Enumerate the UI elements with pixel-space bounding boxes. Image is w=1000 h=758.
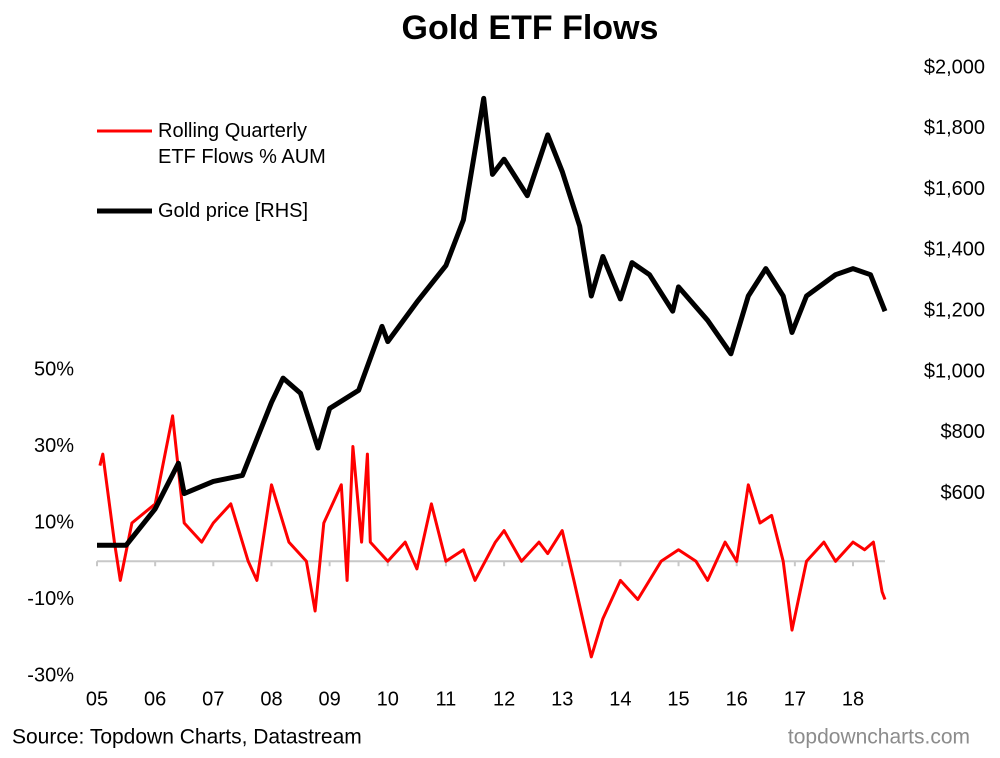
y2-tick-label: $800: [941, 421, 986, 443]
x-tick-label: 13: [551, 688, 573, 710]
chart-title: Gold ETF Flows: [402, 9, 659, 47]
y2-tick-label: $2,000: [924, 56, 985, 78]
x-tick-label: 11: [436, 688, 457, 710]
series-line: [98, 414, 887, 659]
x-tick-label: 16: [726, 688, 748, 710]
y-tick-label: 10%: [34, 511, 74, 533]
source: Source: Topdown Charts, Datastream: [12, 726, 362, 749]
y-tick-label: -30%: [27, 664, 74, 686]
y2-tick-label: $600: [941, 482, 986, 504]
x-tick-label: 12: [493, 688, 515, 710]
x-tick-label: 05: [86, 688, 108, 710]
y2-tick-label: $1,200: [924, 299, 985, 321]
x-tick-label: 10: [377, 688, 399, 710]
x-tick-label: 09: [318, 688, 340, 710]
x-tick-label: 14: [609, 688, 631, 710]
legend-label: Rolling Quarterly ETF Flows % AUM: [158, 120, 326, 168]
series-line: [97, 95, 888, 548]
y2-tick-label: $1,000: [924, 360, 985, 382]
x-tick-label: 06: [144, 688, 166, 710]
x-tick-label: 07: [202, 688, 224, 710]
y2-tick-label: $1,400: [924, 239, 985, 261]
legend-label: Gold price [RHS]: [158, 200, 309, 222]
y-tick-label: 30%: [34, 435, 74, 457]
x-tick-label: 17: [784, 688, 806, 710]
y-tick-label: -10%: [27, 588, 74, 610]
x-tick-label: 08: [260, 688, 282, 710]
x-tick-label: 15: [667, 688, 689, 710]
y2-tick-label: $1,800: [924, 117, 985, 139]
watermark: topdowncharts.com: [788, 726, 970, 749]
x-tick-label: 18: [842, 688, 864, 710]
y2-tick-label: $1,600: [924, 178, 985, 200]
y-tick-label: 50%: [34, 358, 74, 380]
